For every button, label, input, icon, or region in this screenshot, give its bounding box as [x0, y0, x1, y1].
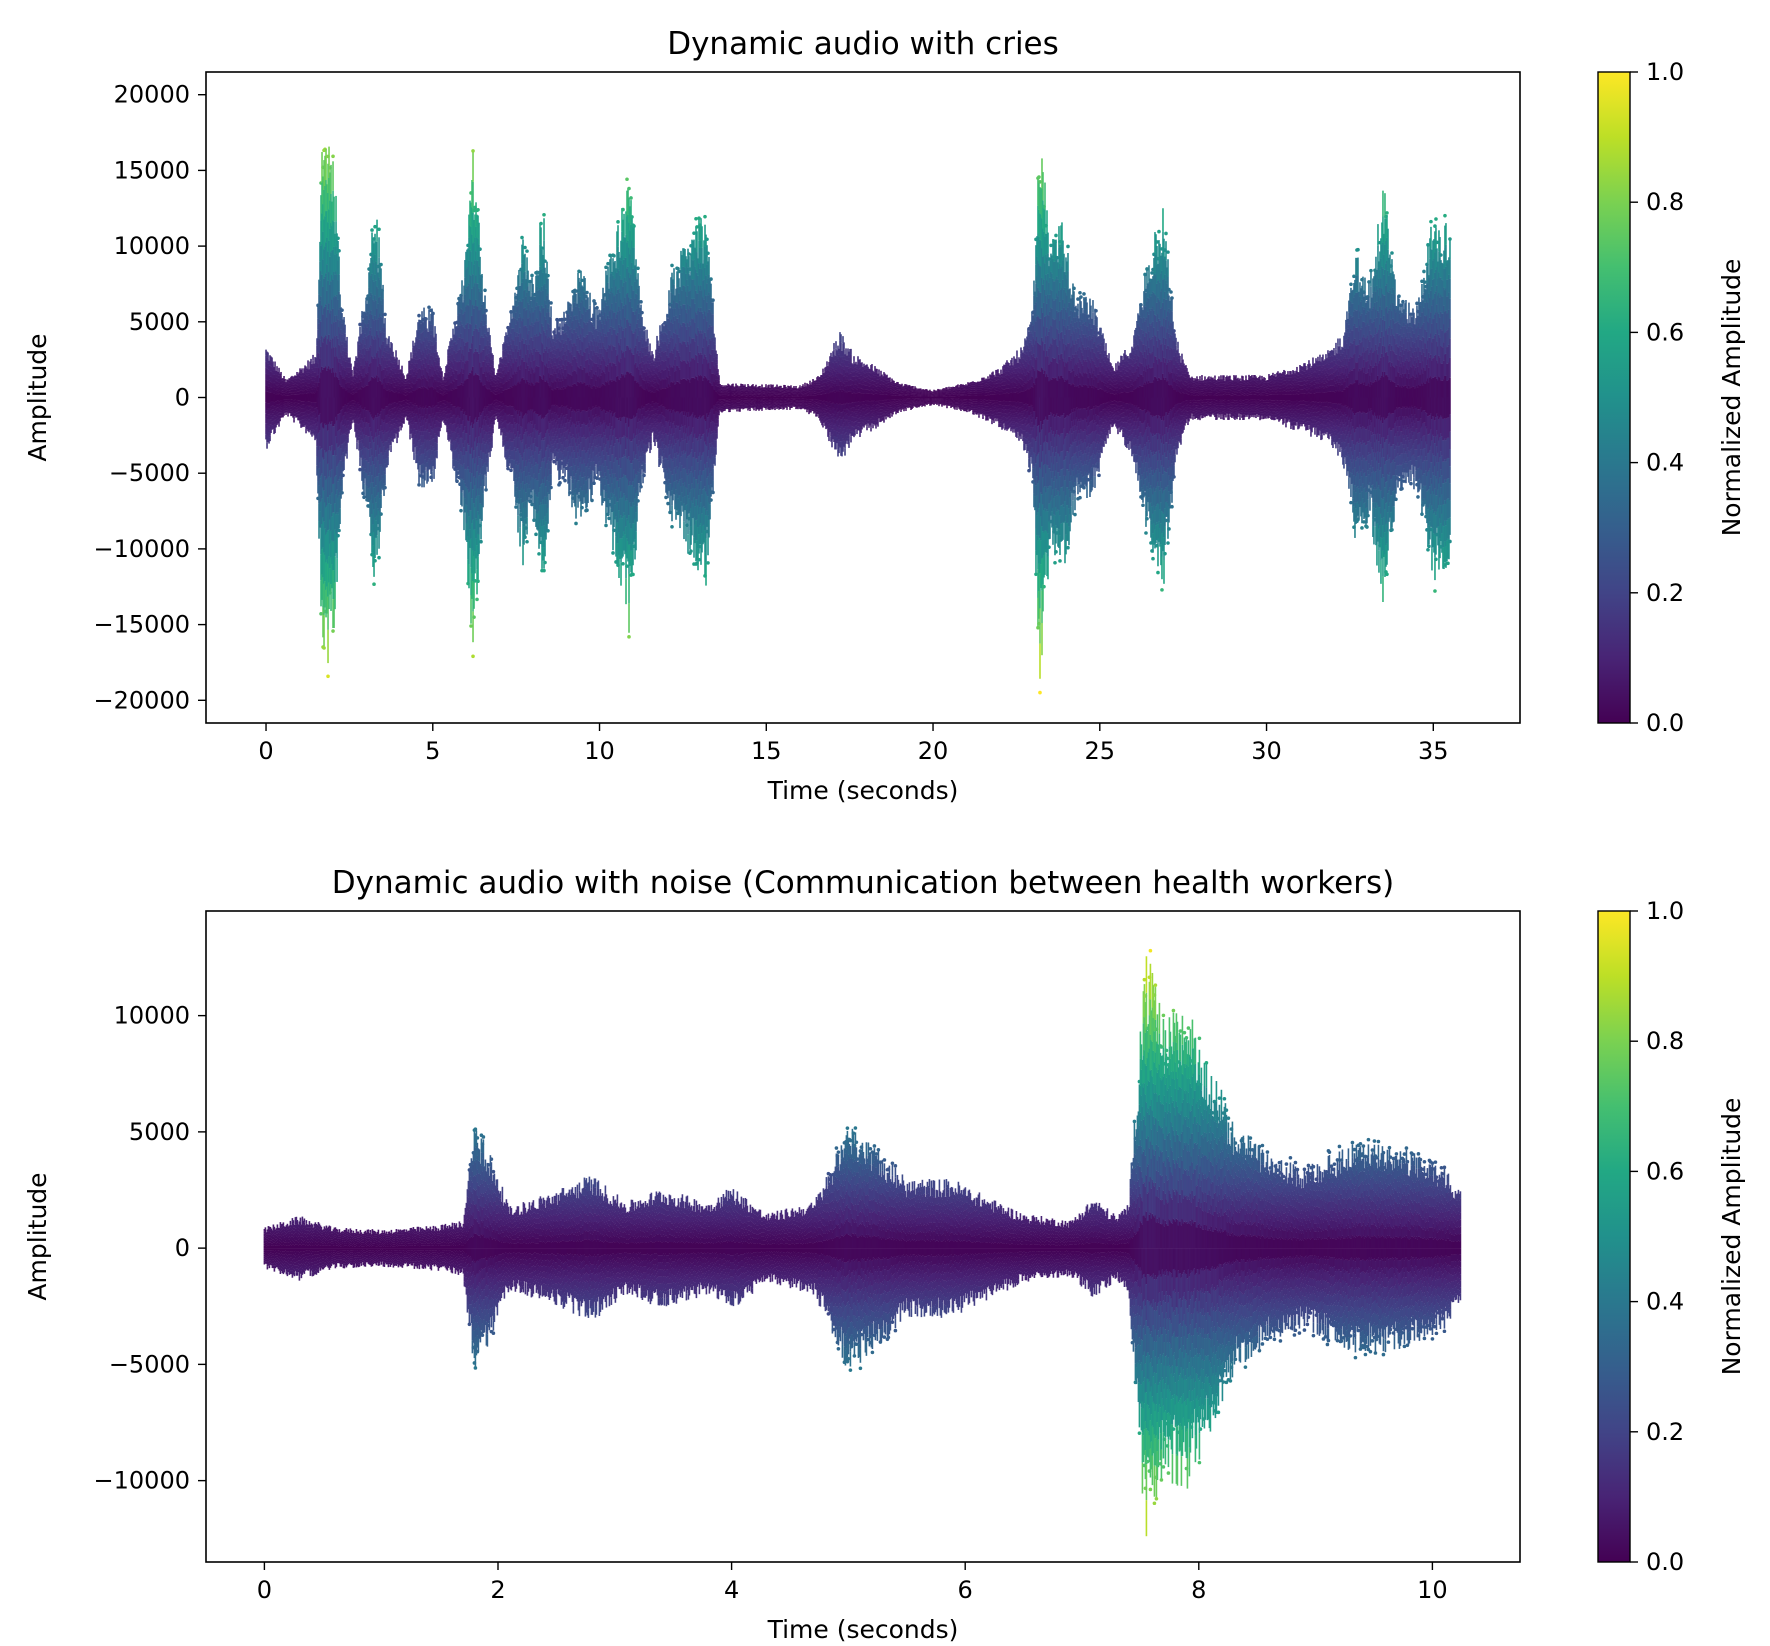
- waveform-dot: [523, 246, 527, 250]
- waveform-dot: [370, 228, 374, 232]
- waveform-dot: [478, 247, 482, 251]
- waveform-dot: [479, 540, 483, 544]
- waveform-dot: [336, 534, 340, 538]
- waveform-dot: [537, 552, 541, 556]
- waveform-dot: [340, 308, 344, 312]
- waveform-dot: [379, 263, 383, 267]
- waveform-dot: [558, 481, 562, 485]
- waveform-dot: [455, 479, 459, 483]
- waveform-dot: [372, 582, 376, 586]
- waveform-dot: [475, 598, 479, 602]
- waveform-dot: [336, 236, 340, 240]
- waveform-dot: [337, 529, 341, 533]
- waveform-dot: [417, 314, 421, 318]
- waveform-dot: [523, 535, 527, 539]
- waveform-dot: [424, 317, 428, 321]
- waveform-dot: [563, 479, 567, 483]
- waveform-dot: [383, 313, 387, 317]
- waveform-dot: [373, 559, 377, 563]
- waveform-dot: [476, 208, 480, 212]
- waveform-dot: [476, 579, 480, 583]
- waveform-dot: [483, 288, 487, 292]
- waveform-dot: [525, 540, 529, 544]
- waveform-dot: [484, 309, 488, 313]
- waveform-dot: [484, 488, 488, 492]
- waveform-dot: [530, 274, 534, 278]
- waveform-points: [266, 147, 1452, 695]
- waveform-dot: [379, 512, 383, 516]
- waveform-dot: [534, 533, 538, 537]
- waveform-dot: [377, 556, 381, 560]
- waveform-dot: [539, 222, 543, 226]
- waveform-dot: [549, 486, 553, 490]
- waveform-dot: [525, 249, 529, 253]
- waveform-dot: [383, 486, 387, 490]
- waveform-dot: [549, 301, 553, 305]
- waveform-dot: [472, 615, 476, 619]
- waveform-dot: [322, 646, 326, 650]
- waveform-dot: [341, 474, 345, 478]
- waveform-dot: [427, 305, 431, 309]
- waveform-dot: [331, 154, 335, 158]
- waveform-dot: [471, 149, 475, 153]
- waveform-dot: [520, 236, 524, 240]
- waveform-dot: [546, 274, 550, 278]
- waveform-dot: [546, 529, 550, 533]
- waveform-dot: [459, 509, 463, 513]
- waveform-dot: [543, 561, 547, 565]
- waveform-dot: [337, 249, 341, 253]
- waveform-dot: [340, 491, 344, 495]
- waveform-dot: [509, 469, 513, 473]
- waveform-dot: [431, 312, 435, 316]
- waveform-dot: [326, 674, 330, 678]
- waveform-dot: [331, 629, 335, 633]
- waveform-dot: [542, 569, 546, 573]
- waveform-dot: [471, 654, 475, 658]
- waveform-dot: [542, 213, 546, 217]
- waveform-dot: [417, 483, 421, 487]
- waveform-dot: [377, 227, 381, 231]
- chart-1: 0 5 10 15 20 25 30 35−20000−15000−10000−5000050…: [23, 26, 1746, 805]
